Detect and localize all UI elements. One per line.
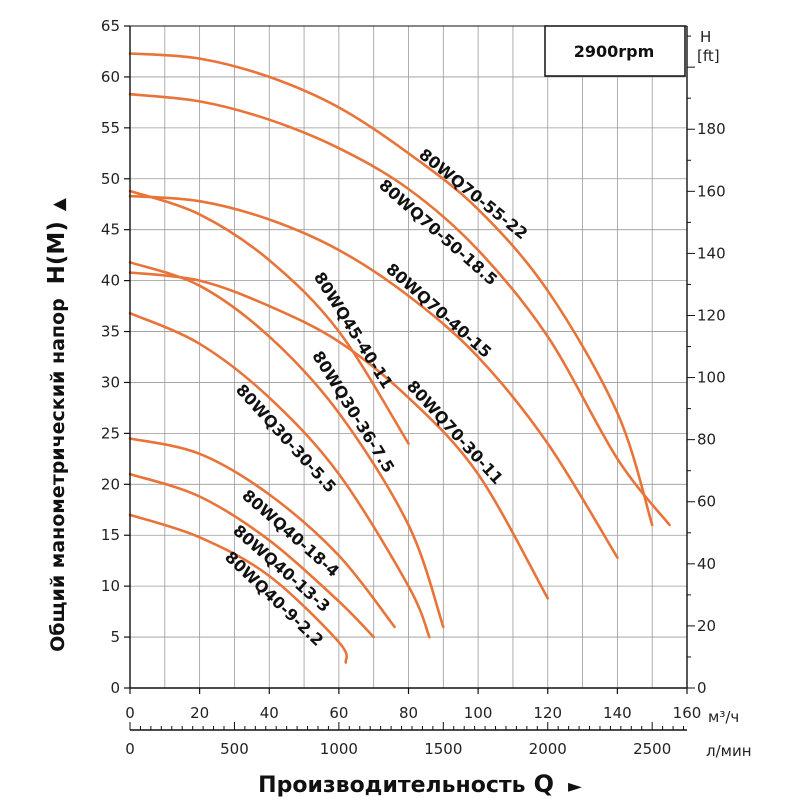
x2-tick-label: 2500 [633, 740, 671, 758]
y-tick-label: 15 [101, 526, 120, 544]
series-line-80wq40-9-2-2 [128, 513, 348, 664]
x2-tick-label: 500 [220, 740, 249, 758]
y2-tick-label: 100 [697, 369, 726, 387]
x-axis-label: Производительность Q ► [258, 770, 582, 798]
x2-tick-label: 2000 [529, 740, 567, 758]
speed-label: 2900rpm [574, 42, 655, 61]
right-axis-label-h: H [700, 28, 711, 46]
x2-tick-label: 1000 [320, 740, 358, 758]
x2-tick-label: 1500 [424, 740, 462, 758]
x-tick-label: 0 [125, 704, 135, 722]
y2-tick-label: 0 [697, 679, 707, 697]
series-line-80wq30-30-5-5 [128, 311, 431, 639]
y-tick-label: 25 [101, 424, 120, 442]
x-tick-label: 20 [190, 704, 209, 722]
y2-tick-label: 140 [697, 244, 726, 262]
y-tick-label: 30 [101, 373, 120, 391]
y2-tick-label: 40 [697, 555, 716, 573]
grid [130, 25, 687, 688]
y-tick-label: 65 [101, 17, 120, 35]
curves: 80WQ70-55-2280WQ70-50-18.580WQ70-40-1580… [128, 52, 671, 664]
y-tick-label: 10 [101, 577, 120, 595]
y2-tick-label: 120 [697, 306, 726, 324]
y-tick-label: 5 [110, 628, 120, 646]
y2-tick-label: 60 [697, 493, 716, 511]
y-tick-label: 0 [110, 679, 120, 697]
x-tick-label: 140 [603, 704, 632, 722]
series-line-80wq40-18-4 [128, 437, 396, 629]
x-tick-label: 120 [533, 704, 562, 722]
x-tick-label: 160 [673, 704, 702, 722]
x-tick-label: 80 [399, 704, 418, 722]
series-line-80wq70-55-22 [128, 52, 654, 527]
y2-tick-label: 80 [697, 431, 716, 449]
x-tick-label: 100 [464, 704, 493, 722]
x2-tick-label: 0 [125, 740, 135, 758]
series-line-80wq30-36-7-5 [128, 261, 445, 629]
speed-box [544, 25, 686, 77]
y-tick-label: 45 [101, 221, 120, 239]
tick-labels: 0 5 10 15 20 25 30 35 40 45 50 55 60 65 0 20 40 60 80 100 12… [101, 17, 726, 758]
y-tick-label: 40 [101, 272, 120, 290]
right-axis-label-ft: [ft] [697, 47, 720, 65]
x-tick-label: 60 [329, 704, 348, 722]
series-line-80wq70-40-15 [128, 194, 619, 559]
series-line-80wq70-50-18-5 [128, 92, 671, 527]
series-line-80wq40-13-3 [128, 472, 375, 639]
y-tick-label: 20 [101, 475, 120, 493]
y2-tick-label: 180 [697, 120, 726, 138]
series-line-80wq45-40-11 [128, 189, 410, 445]
x-tick-label: 40 [260, 704, 279, 722]
y-tick-label: 35 [101, 323, 120, 341]
x-unit-secondary: л/мин [706, 742, 752, 760]
y-tick-label: 60 [101, 68, 120, 86]
y-tick-label: 55 [101, 119, 120, 137]
y2-tick-label: 20 [697, 617, 716, 635]
series-label: 80WQ70-30-11 [403, 377, 507, 489]
y2-tick-label: 160 [697, 182, 726, 200]
y-axis-label: Общий манометрический напорH(M)▲ [44, 197, 70, 652]
axes [124, 25, 695, 731]
y-tick-label: 50 [101, 170, 120, 188]
y-axis-title: Общий манометрический напорH(M)▲ [44, 197, 70, 652]
x-unit-primary: м³/ч [708, 708, 739, 726]
